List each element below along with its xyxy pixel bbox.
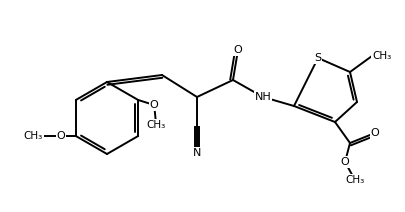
- Text: O: O: [370, 128, 378, 138]
- Text: O: O: [233, 45, 242, 55]
- Text: NH: NH: [254, 92, 271, 102]
- Text: CH₃: CH₃: [371, 51, 390, 61]
- Text: CH₃: CH₃: [345, 175, 364, 185]
- Text: O: O: [56, 131, 65, 141]
- Text: CH₃: CH₃: [146, 120, 165, 130]
- Text: N: N: [192, 148, 201, 158]
- Text: O: O: [340, 157, 349, 167]
- Text: O: O: [149, 100, 158, 110]
- Text: S: S: [313, 53, 321, 63]
- Text: CH₃: CH₃: [23, 131, 43, 141]
